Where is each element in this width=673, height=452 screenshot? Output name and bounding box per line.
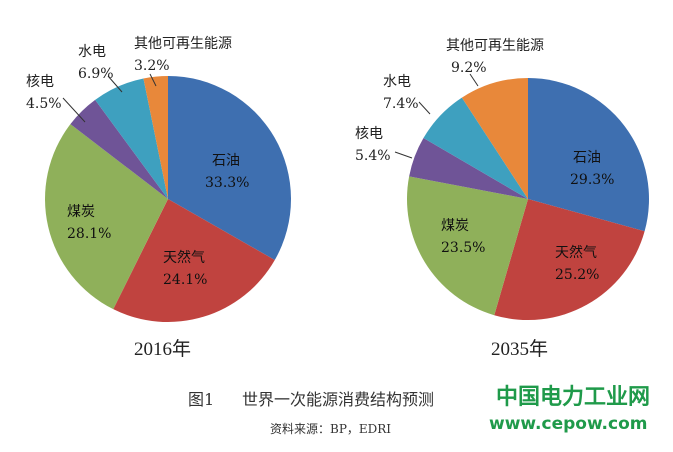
slice-value-nuclear: 5.4% — [355, 148, 391, 164]
slice-label-hydro: 水电 — [383, 74, 411, 90]
slice-nuclear — [70, 99, 168, 199]
slice-value-coal: 28.1% — [67, 226, 111, 242]
chart-year-label: 2035年 — [491, 338, 548, 360]
slice-value-nuclear: 4.5% — [26, 96, 62, 112]
slice-hydro — [95, 78, 168, 199]
slice-value-oil: 29.3% — [570, 172, 614, 188]
pie-chart-1: 石油 29.3% 天然气 25.2% 煤炭 23.5% 核电 5.4% 水电 7.4% 其他可再生能… — [355, 38, 650, 360]
leader-line-hydro — [107, 75, 123, 93]
slice-value-oil: 33.3% — [205, 175, 249, 191]
slice-label-hydro: 水电 — [78, 44, 106, 60]
slice-label-gas: 天然气 — [555, 244, 597, 261]
slice-hydro — [423, 97, 528, 199]
slice-label-coal: 煤炭 — [67, 204, 95, 220]
slice-value-gas: 25.2% — [555, 267, 599, 283]
slice-value-hydro: 6.9% — [78, 66, 114, 82]
slice-gas — [113, 199, 275, 322]
slice-label-oil: 石油 — [573, 150, 601, 166]
slice-label-oil: 石油 — [212, 153, 240, 169]
slice-oil — [528, 78, 650, 232]
slice-label-gas: 天然气 — [163, 249, 205, 266]
slice-oil — [168, 76, 292, 261]
figure-title: 世界一次能源消费结构预测 — [242, 390, 434, 409]
slice-label-coal: 煤炭 — [441, 218, 469, 234]
leader-line-nuclear — [62, 97, 86, 123]
slice-value-renew: 3.2% — [134, 58, 170, 74]
slice-label-nuclear: 核电 — [355, 126, 383, 142]
slice-gas — [494, 199, 645, 321]
slice-nuclear — [409, 138, 528, 199]
leader-line-hydro — [418, 101, 431, 115]
slice-value-gas: 24.1% — [163, 272, 207, 288]
slice-value-hydro: 7.4% — [383, 96, 419, 112]
pie-chart-0: 石油 33.3% 天然气 24.1% 煤炭 28.1% 核电 4.5% 水电 6.9% 其他可再生能… — [26, 36, 292, 360]
source-note: 资料来源：BP，EDRI — [270, 422, 391, 436]
slice-coal — [406, 176, 528, 316]
watermark-name: 中国电力工业网 — [496, 385, 650, 410]
slice-label-nuclear: 核电 — [26, 74, 54, 90]
slice-label-renew: 其他可再生能源 — [446, 38, 544, 54]
leader-line-nuclear — [394, 151, 413, 159]
slice-value-coal: 23.5% — [441, 240, 485, 256]
slice-renew — [461, 78, 528, 199]
slice-coal — [45, 124, 169, 310]
chart-year-label: 2016年 — [134, 338, 191, 360]
slice-label-renew: 其他可再生能源 — [134, 36, 232, 52]
leader-line-renew — [149, 73, 157, 87]
slice-renew — [143, 76, 168, 199]
leader-line-renew — [469, 73, 479, 87]
figure-number: 图1 — [188, 390, 214, 409]
slice-value-renew: 9.2% — [451, 60, 487, 76]
watermark-url: www.cepow.com — [489, 414, 648, 434]
